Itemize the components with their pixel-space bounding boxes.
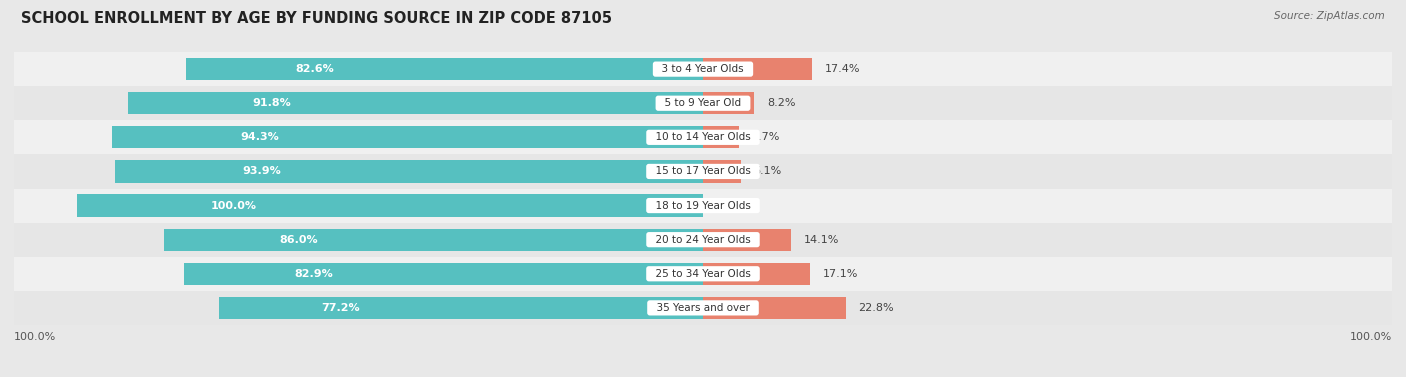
Text: 14.1%: 14.1% (804, 234, 839, 245)
Bar (14, 222, 1392, 257)
Bar (703, 92, 755, 114)
Text: 77.2%: 77.2% (321, 303, 360, 313)
Text: 35 Years and over: 35 Years and over (650, 303, 756, 313)
Text: 93.9%: 93.9% (243, 166, 281, 176)
Bar (14, 188, 1392, 222)
Text: 5.7%: 5.7% (751, 132, 779, 143)
Text: 100.0%: 100.0% (1350, 333, 1392, 342)
Text: Source: ZipAtlas.com: Source: ZipAtlas.com (1274, 11, 1385, 21)
Text: 17.1%: 17.1% (823, 269, 858, 279)
Bar (165, 228, 703, 251)
Text: 10 to 14 Year Olds: 10 to 14 Year Olds (650, 132, 756, 143)
Bar (115, 160, 703, 182)
Text: SCHOOL ENROLLMENT BY AGE BY FUNDING SOURCE IN ZIP CODE 87105: SCHOOL ENROLLMENT BY AGE BY FUNDING SOUR… (21, 11, 612, 26)
Text: 100.0%: 100.0% (211, 201, 256, 211)
Bar (703, 297, 846, 319)
Text: 100.0%: 100.0% (14, 333, 56, 342)
Text: 15 to 17 Year Olds: 15 to 17 Year Olds (648, 166, 758, 176)
Bar (703, 58, 813, 80)
Text: 5 to 9 Year Old: 5 to 9 Year Old (658, 98, 748, 108)
Text: 18 to 19 Year Olds: 18 to 19 Year Olds (648, 201, 758, 211)
Text: 94.3%: 94.3% (240, 132, 280, 143)
Text: 8.2%: 8.2% (766, 98, 796, 108)
Bar (14, 86, 1392, 120)
Text: 91.8%: 91.8% (253, 98, 291, 108)
Bar (703, 263, 810, 285)
Text: 82.9%: 82.9% (294, 269, 333, 279)
Bar (184, 263, 703, 285)
Text: 3 to 4 Year Olds: 3 to 4 Year Olds (655, 64, 751, 74)
Bar (703, 228, 792, 251)
Text: 6.1%: 6.1% (754, 166, 782, 176)
Bar (14, 52, 1392, 86)
Text: 22.8%: 22.8% (858, 303, 894, 313)
Bar (128, 92, 703, 114)
Text: 82.6%: 82.6% (295, 64, 335, 74)
Text: 0.0%: 0.0% (716, 201, 744, 211)
Bar (14, 155, 1392, 188)
Text: 17.4%: 17.4% (824, 64, 860, 74)
Text: 20 to 24 Year Olds: 20 to 24 Year Olds (650, 234, 756, 245)
Bar (14, 120, 1392, 155)
Bar (703, 126, 738, 149)
Text: 25 to 34 Year Olds: 25 to 34 Year Olds (648, 269, 758, 279)
Bar (112, 126, 703, 149)
Bar (186, 58, 703, 80)
Bar (703, 160, 741, 182)
Bar (14, 257, 1392, 291)
Bar (77, 195, 703, 217)
Bar (219, 297, 703, 319)
Bar (14, 291, 1392, 325)
Text: 86.0%: 86.0% (280, 234, 318, 245)
